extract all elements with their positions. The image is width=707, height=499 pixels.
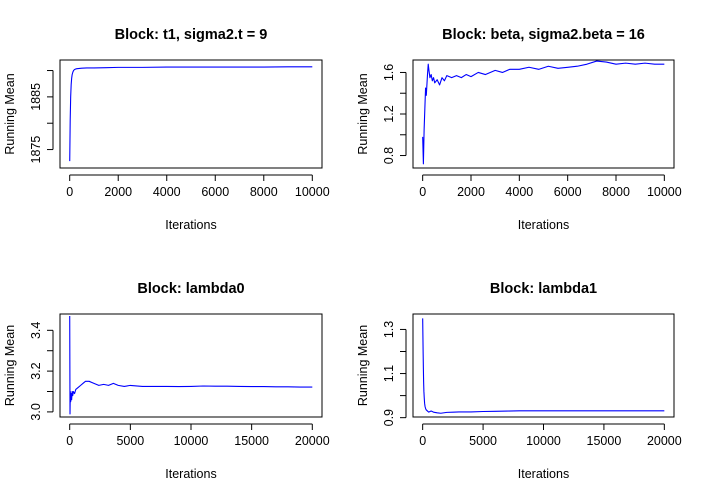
y-tick-label: 1.6 [382,64,396,81]
x-tick-label: 0 [66,434,73,448]
chart-title: Block: beta, sigma2.beta = 16 [442,27,645,43]
x-tick-label: 0 [66,185,73,199]
plot-frame [59,59,323,169]
y-tick-label: 3.4 [29,322,43,339]
chart-panel-2: Block: beta, sigma2.beta = 16 0 2000 4000 60… [356,27,682,232]
x-tick-label: 8000 [602,185,630,199]
running-mean-line [69,316,313,415]
x-axis-label: Iterations [518,467,569,481]
y-tick-label: 3.2 [29,362,43,379]
y-tick-label: 1875 [29,136,43,164]
x-axis-label: Iterations [165,218,216,232]
x-axis-label: Iterations [518,218,569,232]
plot-frame [412,313,675,418]
x-tick-label: 6000 [554,185,582,199]
x-tick-label: 4000 [505,185,533,199]
chart-panel-4: Block: lambda1 0 5000 10000 15000 20000 0.9 1.1… [356,281,682,481]
chart-title: Block: lambda1 [490,281,597,297]
chart-panel-3: Block: lambda0 0 5000 10000 15000 20000 3.0 3.2… [3,281,330,481]
x-tick-label: 20000 [647,434,682,448]
y-axis-label: Running Mean [3,73,17,154]
y-tick-label: 1.1 [382,365,396,382]
x-tick-label: 10000 [174,434,209,448]
x-tick-label: 0 [419,185,426,199]
plot-frame [59,313,323,418]
chart-title: Block: lambda0 [137,281,244,297]
x-tick-label: 20000 [295,434,330,448]
y-tick-label: 0.9 [382,409,396,426]
x-tick-label: 5000 [469,434,497,448]
y-tick-label: 1.2 [382,105,396,122]
plot-frame [412,59,675,169]
chart-title: Block: t1, sigma2.t = 9 [115,27,268,43]
x-axis-label: Iterations [165,467,216,481]
y-tick-label: 1885 [29,83,43,111]
x-tick-label: 2000 [104,185,132,199]
y-axis-label: Running Mean [356,325,370,406]
x-tick-label: 10000 [526,434,561,448]
x-tick-label: 8000 [250,185,278,199]
y-axis-label: Running Mean [3,325,17,406]
x-tick-label: 10000 [295,185,330,199]
y-tick-label: 1.3 [382,321,396,338]
x-tick-label: 0 [419,434,426,448]
x-tick-label: 2000 [457,185,485,199]
x-tick-label: 5000 [116,434,144,448]
x-tick-label: 4000 [153,185,181,199]
x-tick-label: 10000 [647,185,682,199]
running-mean-line [69,66,313,162]
x-tick-label: 15000 [587,434,622,448]
chart-panel-1: Block: t1, sigma2.t = 9 0 2000 4000 6000 8000… [3,27,330,232]
y-tick-label: 0.8 [382,147,396,164]
y-tick-label: 3.0 [29,403,43,420]
x-tick-label: 6000 [201,185,229,199]
running-mean-line [422,60,665,165]
x-tick-label: 15000 [234,434,269,448]
y-axis-label: Running Mean [356,73,370,154]
running-mean-line [422,318,665,414]
